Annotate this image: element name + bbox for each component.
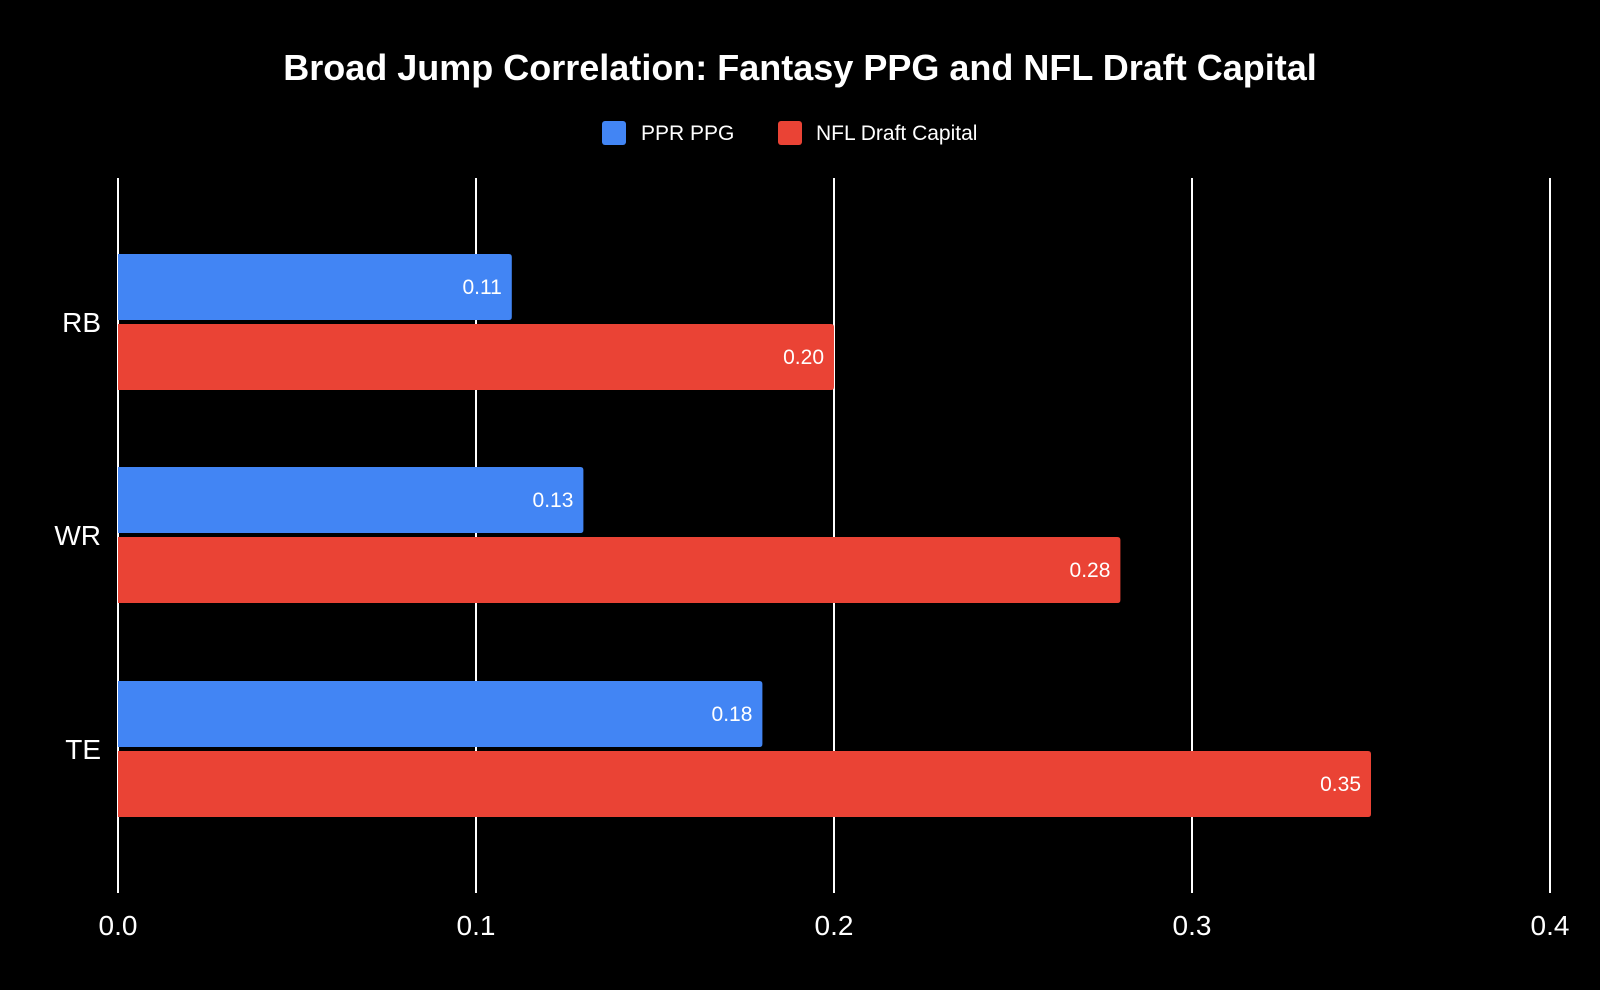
- x-tick-label: 0.2: [815, 910, 854, 941]
- category-label-rb: RB: [62, 307, 101, 338]
- legend: PPR PPG NFL Draft Capital: [602, 121, 977, 145]
- bar-wr-ppr-ppg: [118, 467, 584, 533]
- legend-label-ppr-ppg: PPR PPG: [641, 122, 734, 145]
- bar-te-nfl-draft-capital: [118, 751, 1371, 817]
- category-label-wr: WR: [54, 520, 101, 551]
- data-labels: 0.11 0.20 0.13 0.28 0.18 0.35: [462, 276, 1361, 796]
- x-tick-label: 0.1: [457, 910, 496, 941]
- category-label-te: TE: [65, 734, 101, 765]
- data-label-rb-nfl-draft-capital: 0.20: [783, 346, 824, 369]
- x-axis-tick-labels: 0.0 0.1 0.2 0.3 0.4: [99, 910, 1570, 941]
- data-label-te-nfl-draft-capital: 0.35: [1320, 773, 1361, 796]
- bar-wr-nfl-draft-capital: [118, 537, 1121, 603]
- data-label-wr-nfl-draft-capital: 0.28: [1070, 559, 1111, 582]
- data-label-rb-ppr-ppg: 0.11: [462, 276, 501, 299]
- data-label-wr-ppr-ppg: 0.13: [533, 489, 574, 512]
- bar-rb-nfl-draft-capital: [118, 324, 834, 390]
- chart-title: Broad Jump Correlation: Fantasy PPG and …: [283, 47, 1317, 88]
- x-tick-label: 0.0: [99, 910, 138, 941]
- x-tick-label: 0.4: [1531, 910, 1570, 941]
- legend-label-nfl-draft-capital: NFL Draft Capital: [816, 122, 977, 145]
- x-tick-label: 0.3: [1173, 910, 1212, 941]
- bar-rb-ppr-ppg: [118, 254, 512, 320]
- legend-swatch-ppr-ppg: [602, 121, 626, 145]
- data-label-te-ppr-ppg: 0.18: [712, 703, 753, 726]
- bar-te-ppr-ppg: [118, 681, 763, 747]
- legend-swatch-nfl-draft-capital: [778, 121, 802, 145]
- bars: [118, 254, 1371, 817]
- category-labels: RB WR TE: [54, 307, 101, 765]
